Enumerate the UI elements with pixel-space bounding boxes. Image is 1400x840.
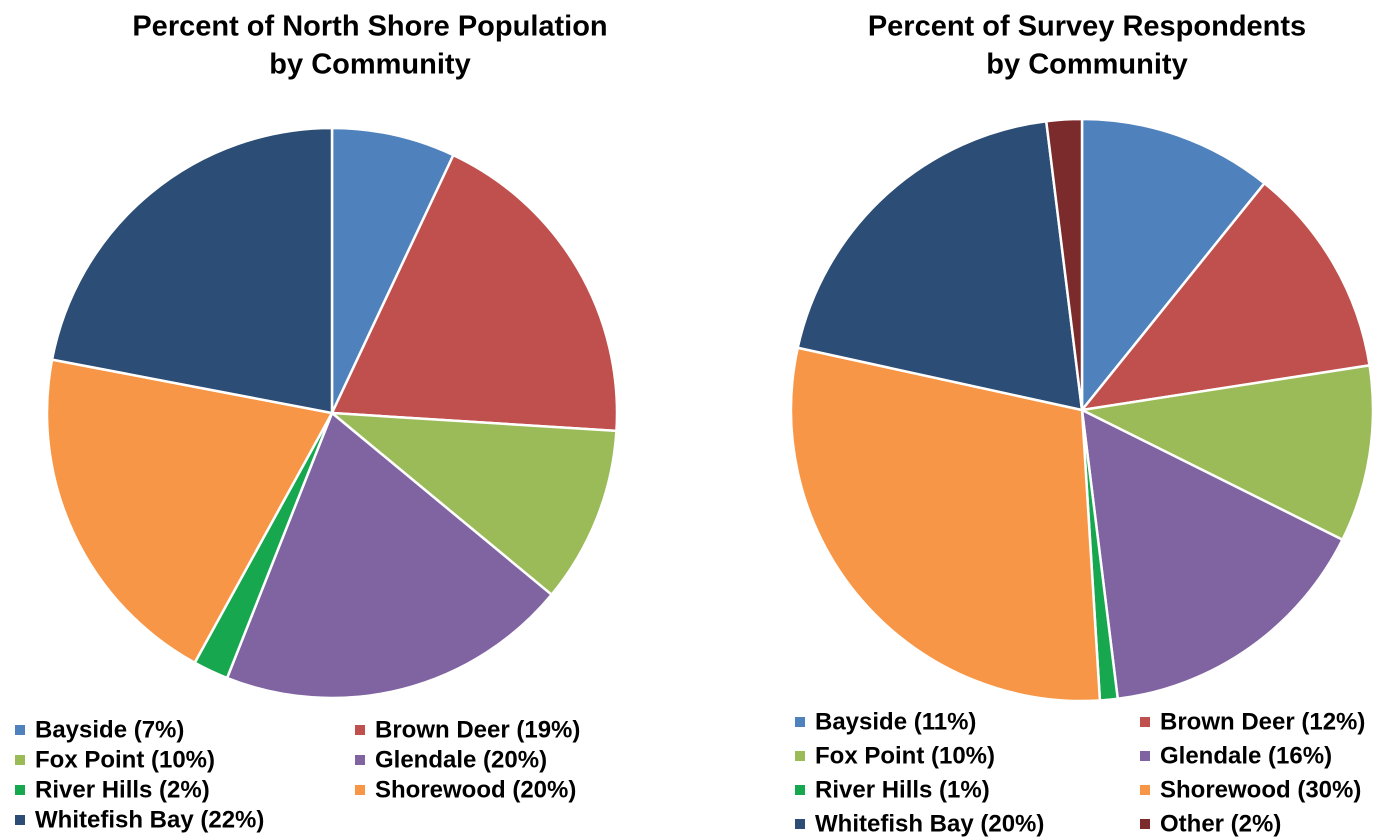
legend-swatch: [1140, 785, 1150, 795]
legend-swatch: [15, 755, 25, 765]
legend-label: Other (2%): [1160, 810, 1281, 837]
legend-label: River Hills (2%): [35, 776, 210, 803]
legend-label: River Hills (1%): [815, 776, 990, 803]
legend-swatch: [15, 785, 25, 795]
pie-slice: [1077, 363, 1375, 542]
pie-slice: [1080, 117, 1267, 414]
pie-slice: [789, 346, 1102, 703]
legend-label: Glendale (16%): [1160, 742, 1332, 769]
legend-swatch: [1140, 819, 1150, 829]
pie-slice: [1080, 407, 1345, 701]
pie-slice: [50, 126, 334, 415]
pie-slice: [328, 411, 618, 597]
legend-label: Shorewood (30%): [1160, 776, 1361, 803]
legend-swatch: [15, 725, 25, 735]
legend-label: Whitefish Bay (22%): [35, 806, 264, 833]
legend-swatch: [355, 785, 365, 795]
chart-title: Percent of Survey Respondents: [868, 11, 1306, 43]
legend-swatch: [355, 755, 365, 765]
legend-label: Bayside (11%): [815, 708, 976, 735]
legend-swatch: [355, 725, 365, 735]
pie-slice: [1079, 181, 1371, 412]
legend-label: Bayside (7%): [35, 716, 184, 743]
legend-label: Brown Deer (19%): [375, 716, 580, 743]
pie-slice: [45, 358, 334, 665]
pie-slice: [1044, 117, 1084, 411]
pie-slice: [225, 410, 554, 700]
pie-slice: [796, 119, 1084, 412]
legend-label: Whitefish Bay (20%): [815, 810, 1044, 837]
legend-swatch: [795, 751, 805, 761]
legend-swatch: [1140, 751, 1150, 761]
legend-swatch: [795, 819, 805, 829]
legend-label: Fox Point (10%): [35, 746, 215, 773]
chart-title: by Community: [269, 49, 470, 81]
legend-label: Glendale (20%): [375, 746, 547, 773]
chart-title: Percent of North Shore Population: [132, 11, 607, 43]
pie-slice: [330, 126, 456, 414]
legend-label: Shorewood (20%): [375, 776, 576, 803]
legend-swatch: [795, 785, 805, 795]
legend-label: Fox Point (10%): [815, 742, 995, 769]
legend-label: Brown Deer (12%): [1160, 708, 1365, 735]
legend-swatch: [1140, 717, 1150, 727]
legend-swatch: [795, 717, 805, 727]
pie-slice: [330, 153, 619, 433]
legend-swatch: [15, 815, 25, 825]
chart-title: by Community: [986, 49, 1187, 81]
